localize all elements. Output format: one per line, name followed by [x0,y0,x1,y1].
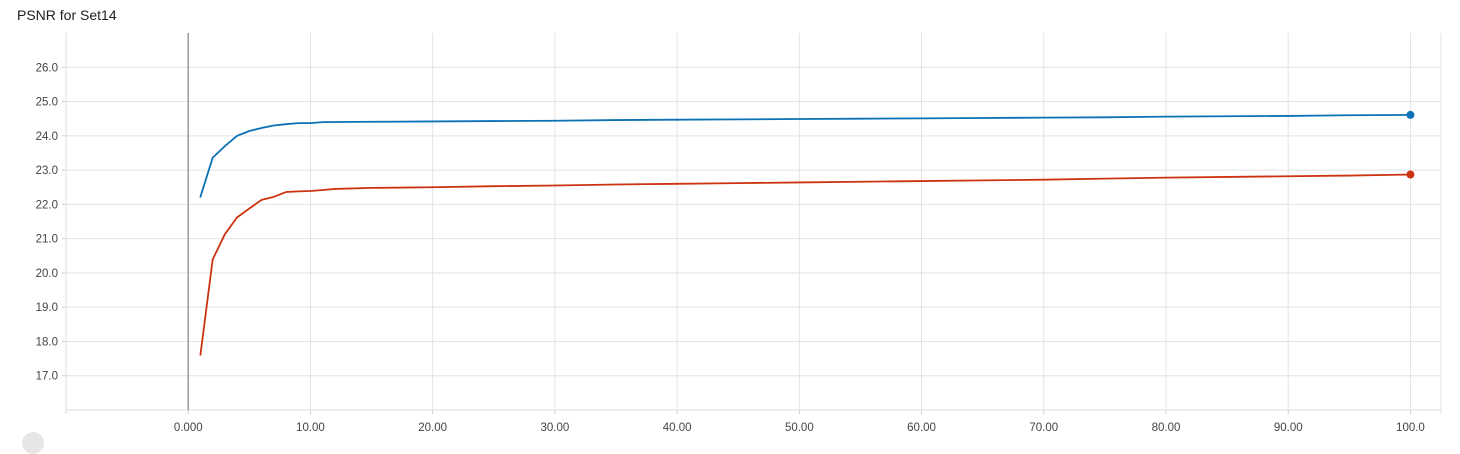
x-tick-label: 30.00 [540,422,569,434]
y-tick-label: 26.0 [36,62,58,74]
x-tick-label: 0.000 [174,422,203,434]
x-tick-label: 50.00 [785,422,814,434]
series-line-2[interactable] [199,173,1412,356]
y-tick-label: 19.0 [36,302,58,314]
x-tick-label: 80.00 [1152,422,1181,434]
y-tick-label: 18.0 [36,336,58,348]
x-tick-label: 10.00 [296,422,325,434]
x-tick-label: 90.00 [1274,422,1303,434]
line-chart: 17.0 18.0 19.0 20.0 21.0 22.0 23.0 24.0 25.0 26.0… [36,33,1442,434]
x-tick-label: 60.00 [907,422,936,434]
x-tick-label: 100.0 [1396,422,1425,434]
y-tick-label: 23.0 [36,165,58,177]
x-tick-label: 20.00 [418,422,447,434]
series-layer [199,110,1415,356]
y-tick-label: 22.0 [36,199,58,211]
series-end-marker-2[interactable] [1406,170,1415,179]
settings-icon[interactable] [22,432,44,454]
y-tick-label: 21.0 [36,234,58,246]
y-tick-label: 25.0 [36,97,58,109]
chart-title: PSNR for Set14 [17,7,117,23]
x-tick-label: 70.00 [1029,422,1058,434]
axes [65,33,1442,414]
vertical-gridlines [187,33,1411,414]
y-tick-label: 17.0 [36,371,58,383]
horizontal-gridlines [62,66,1441,377]
x-axis-tick-labels: 0.000 10.00 20.00 30.00 40.00 50.00 60.00 70.00… [174,422,1425,434]
y-axis-tick-labels: 17.0 18.0 19.0 20.0 21.0 22.0 23.0 24.0 25.0 26.0 [36,62,58,382]
x-tick-label: 40.00 [663,422,692,434]
y-tick-label: 20.0 [36,268,58,280]
series-end-marker-1[interactable] [1406,110,1415,119]
series-line-1[interactable] [199,114,1412,198]
y-tick-label: 24.0 [36,131,58,143]
